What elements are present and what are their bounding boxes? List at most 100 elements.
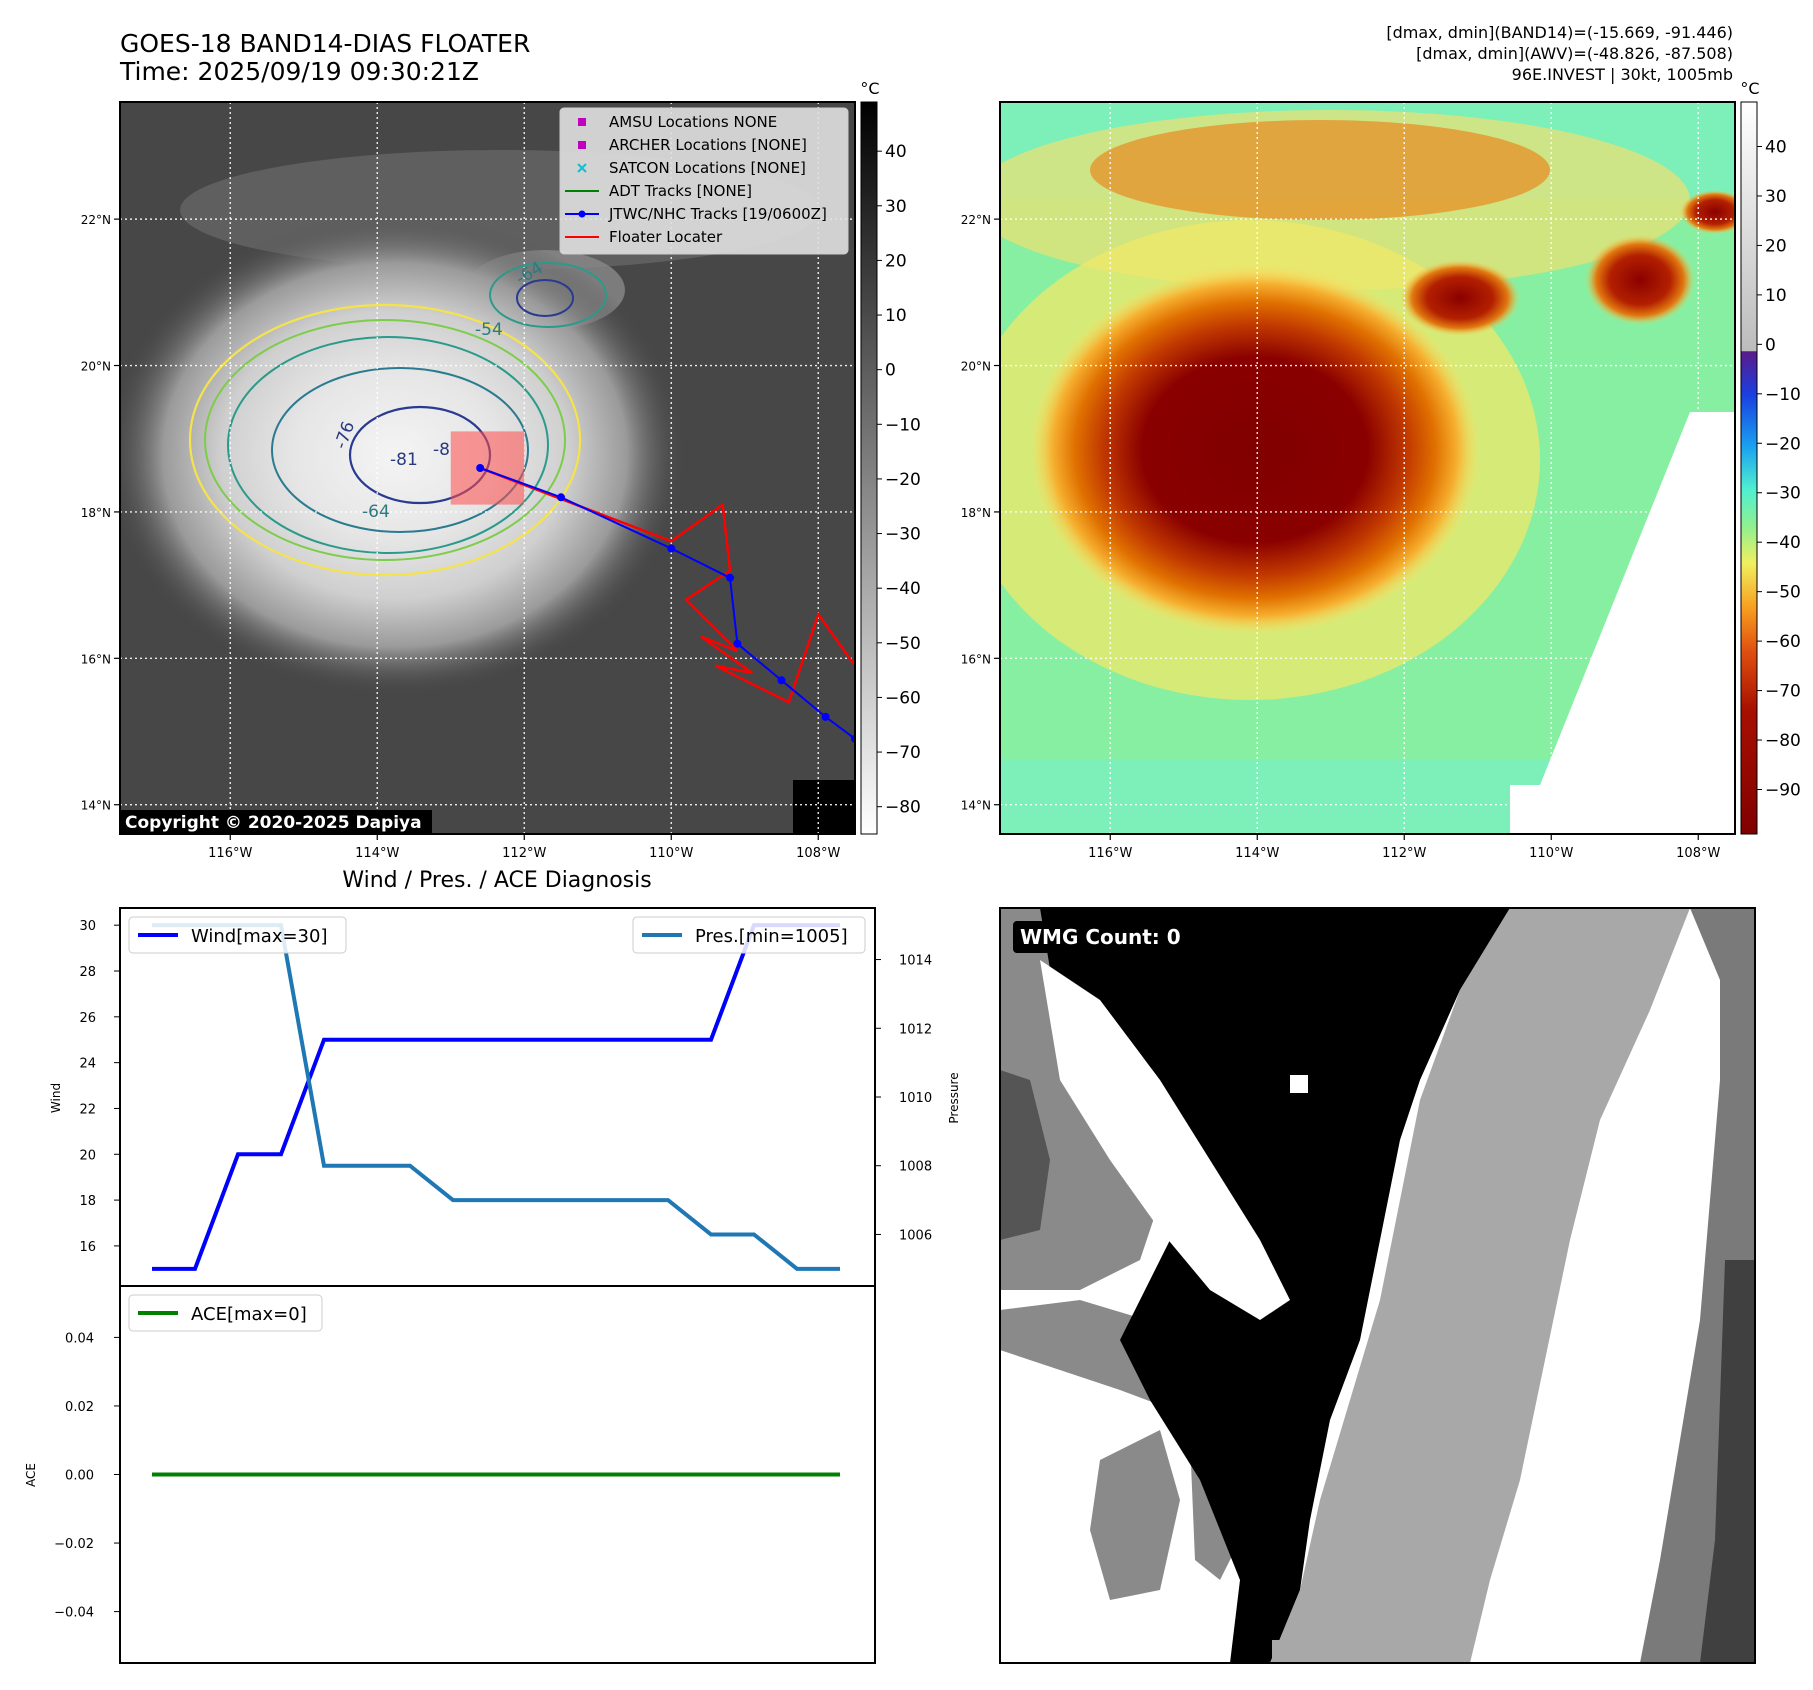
pressure-legend-box [632,916,866,954]
ir-contour-outer [188,303,582,577]
ir-contour-54 [204,319,566,561]
wmg-gray-foot [1272,1640,1312,1663]
awv-core [1030,265,1480,635]
ir-contour-64 [227,336,549,554]
colorbar-tick-label: 30 [1765,187,1787,207]
pressure-right-ticks: 1006 1008 1010 1012 1014 [875,954,932,1243]
awv-blob-far-east [1680,190,1735,234]
wind-pressure-plot-area [119,907,876,1287]
wmg-light-gray-band [1270,908,1690,1663]
colorbar-tick-label: −30 [1765,484,1801,504]
colorbar-tick-label: −70 [1765,682,1801,702]
colorbar-tick-label: 0 [1765,335,1776,355]
jtwc-track-point [821,712,830,721]
legend-marker-square [578,141,586,149]
tick-label-lat: 18°N [961,506,991,520]
wmg-frame [999,907,1756,1664]
colorbar-tick-label: 30 [885,197,907,217]
tick-label-lat: 18°N [81,506,111,520]
tick-label-lon: 116°W [1088,846,1132,861]
ir-no-data-corner [793,780,855,834]
colorbar-tick-label: 40 [1765,138,1787,158]
tick-label-lat: 22°N [81,213,111,227]
tick-label-lon: 114°W [1235,846,1279,861]
contour-label-8: -8 [433,440,450,460]
wind-legend-box [128,916,347,954]
ace-legend-label: ACE[max=0] [191,1304,307,1325]
tick-label-lat: 20°N [961,360,991,374]
tick-label-lon: 114°W [355,846,399,861]
tick-label-lat: 22°N [961,213,991,227]
wmg-count-label: WMG Count: 0 [1020,925,1181,949]
legend-label: Floater Locater [609,228,723,246]
pressure-legend: Pres.[min=1005] [632,916,866,954]
ace-tick-label: −0.04 [54,1606,94,1621]
legend-label: JTWC/NHC Tracks [19/0600Z] [608,205,827,223]
jtwc-track-point [667,544,676,553]
info-line-2: [dmax, dmin](AWV)=(-48.826, -87.508) [1416,44,1733,63]
pressure-legend-label: Pres.[min=1005] [695,926,848,947]
info-line-1: [dmax, dmin](BAND14)=(-15.669, -91.446) [1386,23,1733,42]
pressure-tick-label: 1008 [899,1160,932,1175]
awv-gridlines [1000,102,1735,834]
colorbar-tick-label: −60 [885,688,921,708]
colorbar-tick-label: 20 [1765,236,1787,256]
jtwc-track-point [476,464,485,472]
wind-tick-label: 28 [79,965,96,980]
jtwc-track-point [557,493,565,502]
wind-tick-label: 26 [79,1011,96,1026]
tick-label-lon: 112°W [502,846,546,861]
legend-label: ADT Tracks [NONE] [609,182,752,200]
jtwc-track-point [726,573,735,582]
wind-series-line [152,923,840,1271]
wind-left-ticks: 16 18 20 22 24 26 28 30 [79,919,120,1255]
diagnosis-panel: Wind / Pres. / ACE Diagnosis 16 18 20 22 24 2… [24,868,961,1664]
figure-title: GOES-18 BAND14-DIAS FLOATER [120,29,530,58]
colorbar-tick-label: −40 [1765,533,1801,553]
wind-tick-label: 22 [79,1102,96,1117]
awv-panel: 116°W 114°W 112°W 110°W 108°W 22°N 20°N 18°N 16°… [961,79,1801,861]
ace-tick-label: −0.02 [54,1537,94,1552]
legend-label: SATCON Locations [NONE] [609,159,806,177]
ace-tick-label: 0.00 [65,1469,94,1484]
pressure-tick-label: 1012 [899,1022,932,1037]
tick-label-lon: 112°W [1382,846,1426,861]
colorbar-tick-label: −80 [1765,731,1801,751]
colorbar-tick-label: −80 [885,798,921,818]
awv-blob-east [1585,235,1695,325]
pressure-tick-label: 1006 [899,1228,932,1243]
info-line-3: 96E.INVEST | 30kt, 1005mb [1512,65,1733,84]
wind-tick-label: 24 [79,1057,96,1072]
wmg-gray-spot [1540,1210,1568,1230]
copyright-badge [121,810,432,834]
ir-axis-ticks: 116°W 114°W 112°W 110°W 108°W 22°N 20°N 18°N 16°… [81,213,841,861]
tick-label-lat: 16°N [961,652,991,666]
wmg-white-spot [1290,1075,1308,1093]
awv-colorbar-bar [1740,101,1758,835]
wmg-white-gap [1040,960,1290,1320]
colorbar-tick-label: −60 [1765,632,1801,652]
wind-axis-label: Wind [49,1083,63,1113]
colorbar-tick-label: −20 [1765,434,1801,454]
ir-legend-box [559,107,849,255]
colorbar-tick-label: −90 [1765,780,1801,800]
jtwc-nhc-track [479,467,855,740]
colorbar-tick-label: 40 [885,142,907,162]
copyright-text: Copyright © 2020-2025 Dapiya [125,813,422,833]
jtwc-track-point [733,639,742,648]
wind-legend: Wind[max=30] [128,916,347,954]
tick-label-lon: 110°W [649,846,693,861]
legend-marker-square [578,118,586,126]
ir-colorbar: °C 40 30 20 10 0 −10 −20 −30 −40 −50 −60 −70 −80 [860,79,921,835]
floater-locater-track [479,466,855,704]
pressure-axis-label: Pressure [947,1072,961,1123]
awv-colorbar-ticks: 40 30 20 10 0 −10 −20 −30 −40 −50 −60 −70 −80 −90 [1757,138,1801,800]
colorbar-tick-label: −50 [885,634,921,654]
ir-legend-items: AMSU Locations NONE ARCHER Locations [NON… [565,113,827,246]
awv-blob-ne [1400,260,1520,336]
awv-orange-band-north [1090,120,1550,220]
ir-contour-labels: -76 -81 -8 -64 -54 -64 [331,258,547,522]
jtwc-track-point [777,676,786,685]
tick-label-lat: 20°N [81,360,111,374]
